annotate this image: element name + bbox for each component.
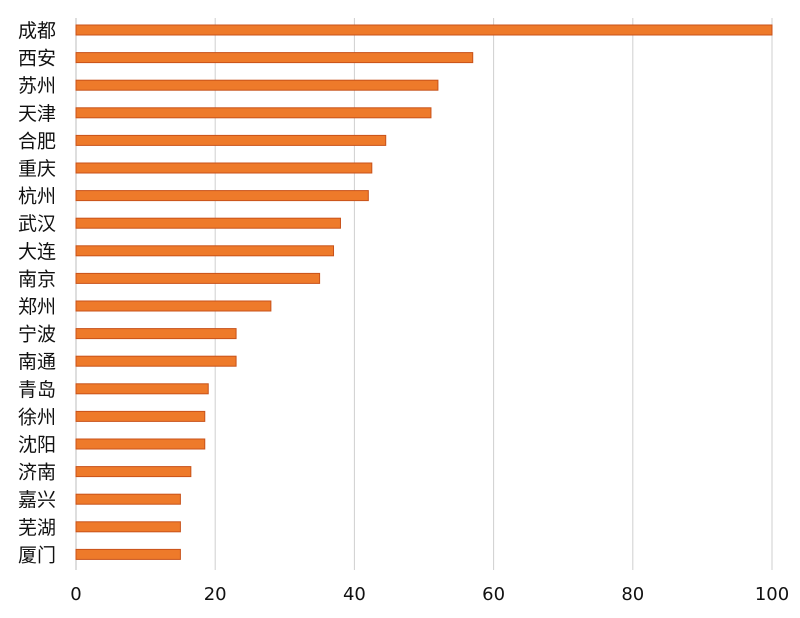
x-tick-label: 20 — [204, 584, 227, 605]
x-tick-labels: 0 20 40 60 80 100 — [70, 584, 789, 605]
bar — [75, 410, 206, 422]
x-tick-label: 80 — [621, 584, 644, 605]
bar — [75, 300, 272, 312]
bar — [75, 328, 237, 340]
category-label: 武汉 — [18, 213, 56, 235]
category-label: 郑州 — [18, 296, 56, 318]
bar — [75, 383, 209, 395]
x-tick-label: 100 — [755, 584, 789, 605]
category-label: 合肥 — [18, 130, 56, 152]
category-label: 西安 — [18, 48, 56, 70]
bar — [75, 107, 432, 119]
category-label: 芜湖 — [18, 517, 56, 539]
category-label: 重庆 — [18, 158, 56, 180]
category-label: 南通 — [18, 351, 56, 373]
category-label: 杭州 — [18, 186, 56, 208]
category-label: 厦门 — [18, 544, 56, 566]
bar — [75, 493, 181, 505]
bar — [75, 79, 439, 91]
category-label: 徐州 — [18, 406, 56, 428]
grid-layer — [75, 18, 773, 570]
category-label: 成都 — [18, 20, 56, 42]
bar — [75, 355, 237, 367]
category-label: 天津 — [18, 103, 56, 125]
bar-layer — [75, 24, 773, 560]
category-label: 大连 — [18, 241, 56, 263]
category-label: 沈阳 — [18, 434, 56, 456]
bar — [75, 548, 181, 560]
x-tick-label: 60 — [482, 584, 505, 605]
bar — [75, 217, 341, 229]
bar — [75, 162, 373, 174]
bar — [75, 466, 192, 478]
category-label: 青岛 — [18, 379, 56, 401]
bar — [75, 190, 369, 202]
category-label: 济南 — [18, 462, 56, 484]
x-tick-label: 40 — [343, 584, 366, 605]
bar — [75, 521, 181, 533]
x-tick-label: 0 — [70, 584, 81, 605]
category-label: 苏州 — [18, 75, 56, 97]
bar — [75, 438, 206, 450]
bar — [75, 272, 321, 284]
category-label: 南京 — [18, 268, 56, 290]
bar — [75, 52, 474, 64]
category-label: 嘉兴 — [18, 489, 56, 511]
bar — [75, 245, 335, 257]
category-label: 宁波 — [18, 324, 56, 346]
bar — [75, 134, 387, 146]
bar — [75, 24, 773, 36]
